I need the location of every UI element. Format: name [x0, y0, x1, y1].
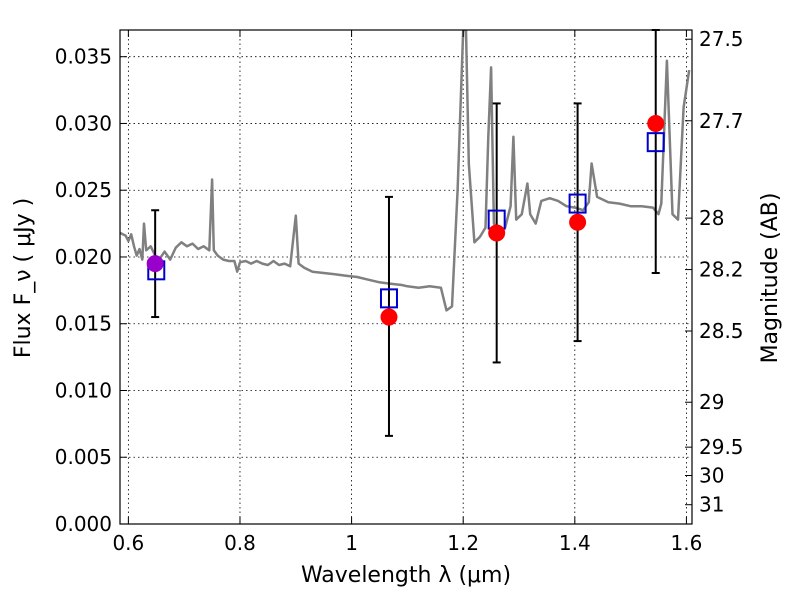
y-tick-labels: 0.000 0.005 0.010 0.015 0.020 0.025 0.030 0.035 [55, 45, 112, 536]
model-point [379, 288, 398, 309]
spectrum-layer [120, 30, 691, 312]
y-tick-label: 0.000 [55, 512, 112, 536]
right-axis-label: Magnitude (AB) [758, 193, 783, 364]
observed-point [647, 114, 665, 132]
x-tick-labels: 0.6 0.8 1 1.2 1.4 1.6 [112, 531, 702, 555]
observed-point [569, 213, 587, 231]
right-tick-labels: 27.5 27.7 28 28.2 28.5 29 29.5 30 31 [699, 27, 744, 516]
right-tick-label: 29.5 [699, 435, 744, 459]
x-tick-label: 0.6 [112, 531, 144, 555]
y-tick-label: 0.020 [55, 245, 112, 269]
x-tick-label: 1.2 [447, 531, 479, 555]
right-tick-label: 28.5 [699, 319, 744, 343]
x-tick-label: 1.4 [559, 531, 591, 555]
y-tick-label: 0.025 [55, 178, 112, 202]
observed-points [146, 114, 665, 326]
right-tick-label: 27.5 [699, 27, 744, 51]
model-points [147, 132, 665, 309]
observed-point [488, 224, 506, 242]
y-tick-label: 0.035 [55, 45, 112, 69]
plot-frame [119, 29, 693, 525]
y-tick-label: 0.010 [55, 378, 112, 402]
x-tick-label: 1 [345, 531, 358, 555]
right-tick-label: 30 [699, 464, 724, 488]
right-tick-label: 31 [699, 493, 724, 517]
right-tick-label: 29 [699, 390, 724, 414]
observed-point [380, 308, 398, 326]
y-tick-label: 0.030 [55, 111, 112, 135]
right-tick-label: 27.7 [699, 109, 744, 133]
errorbars [151, 29, 660, 437]
spectrum-line [120, 30, 691, 312]
right-tick-label: 28.2 [699, 258, 744, 282]
y-tick-label: 0.005 [55, 445, 112, 469]
observed-point [146, 255, 164, 273]
y-axis-label: Flux F_ν ( μJy ) [11, 198, 36, 358]
ticks [120, 30, 692, 525]
grid [120, 30, 692, 525]
x-tick-label: 1.6 [671, 531, 703, 555]
x-tick-label: 0.8 [224, 531, 256, 555]
model-point [646, 132, 665, 153]
x-axis-label: Wavelength λ (μm) [301, 563, 511, 588]
right-tick-label: 28 [699, 206, 724, 230]
y-tick-label: 0.015 [55, 312, 112, 336]
model-point [568, 193, 587, 214]
